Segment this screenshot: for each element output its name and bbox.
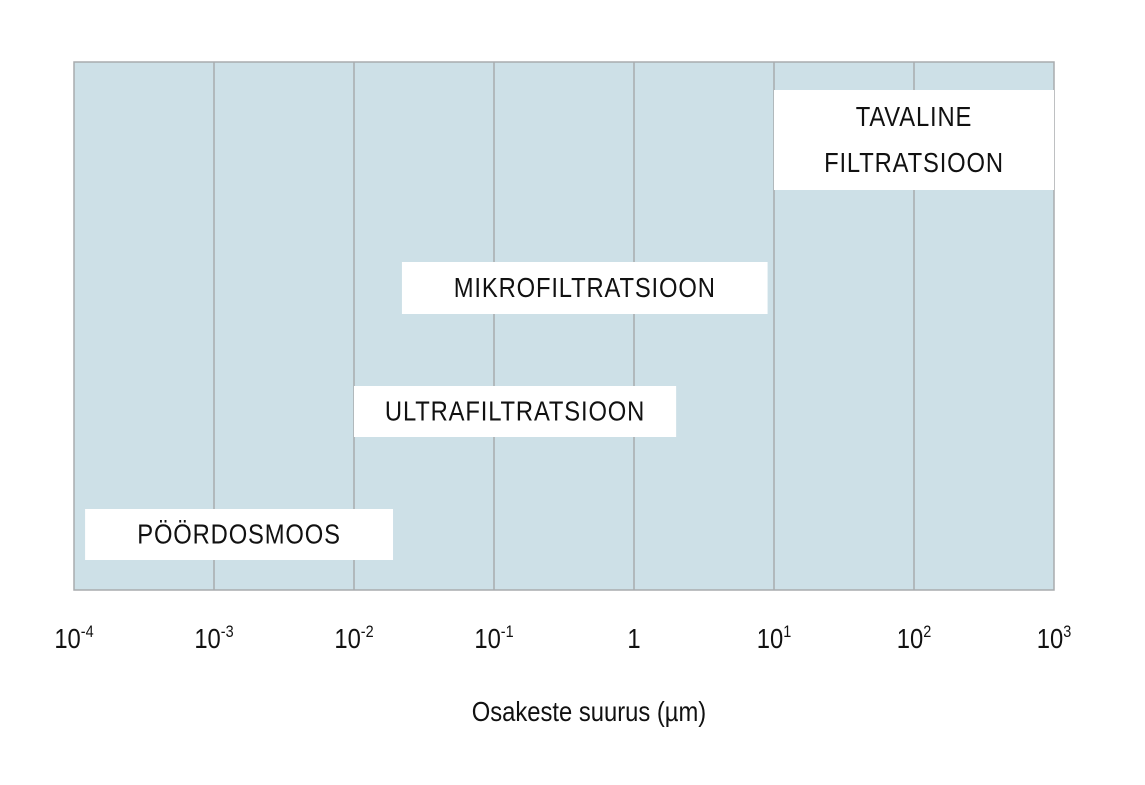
x-axis-label: Osakeste suurus (µm) — [472, 695, 706, 727]
range-label: ULTRAFILTRATSIOON — [385, 395, 645, 427]
x-tick-label: 1 — [627, 622, 640, 654]
range-box — [354, 386, 677, 437]
x-tick-label: 10-4 — [54, 622, 94, 654]
range-label: MIKROFILTRATSIOON — [454, 271, 716, 303]
range-label: TAVALINE — [856, 100, 973, 132]
x-tick-label: 10-3 — [194, 622, 234, 654]
x-tick-label: 101 — [757, 622, 792, 654]
range-label: PÖÖRDOSMOOS — [137, 518, 341, 550]
range-box — [401, 262, 768, 314]
x-tick-label: 102 — [897, 622, 932, 654]
range-box — [85, 509, 394, 560]
x-tick-label: 103 — [1037, 622, 1072, 654]
x-tick-label: 10-2 — [334, 622, 373, 654]
range-label: FILTRATSIOON — [824, 146, 1004, 178]
x-tick-label: 10-1 — [474, 622, 513, 654]
range-box — [774, 90, 1054, 190]
